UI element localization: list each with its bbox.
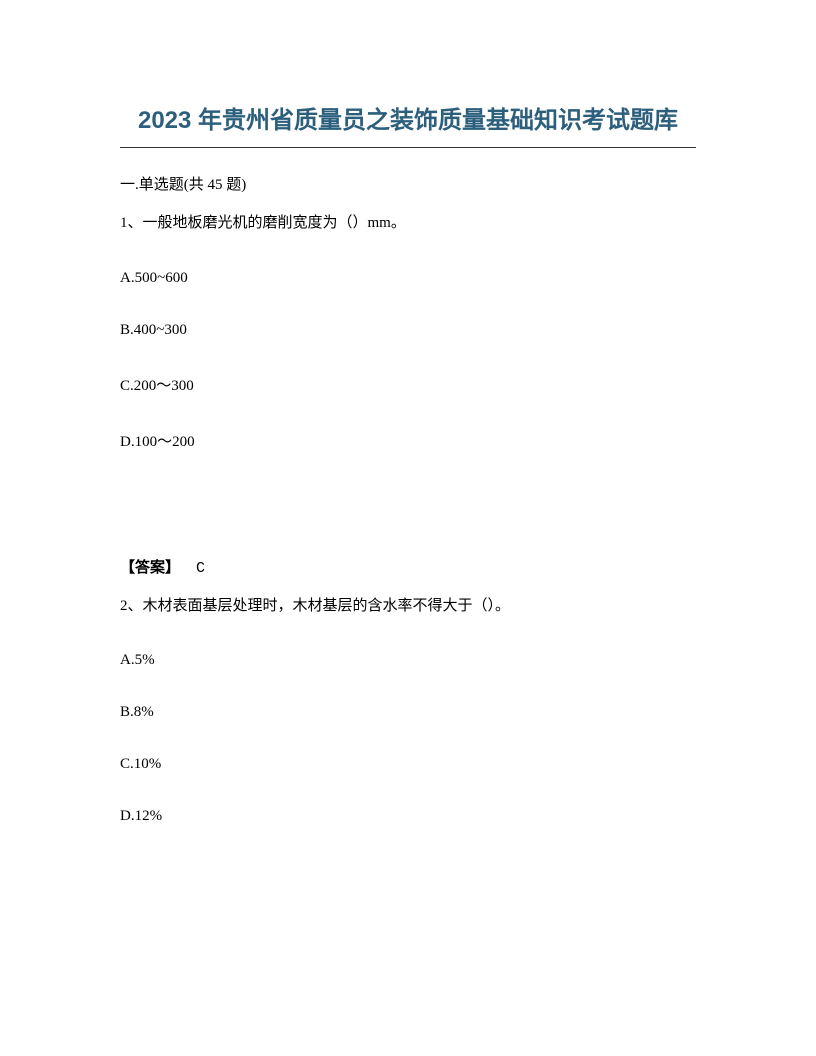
question-2-option-a: A.5% — [120, 652, 696, 669]
question-1-option-b: B.400~300 — [120, 322, 696, 339]
question-2-option-c: C.10% — [120, 756, 696, 773]
question-1: 1、一般地板磨光机的磨削宽度为（）mm。 A.500~600 B.400~300… — [120, 212, 696, 577]
question-2-text: 2、木材表面基层处理时，木材基层的含水率不得大于（）。 — [120, 595, 696, 618]
question-1-option-c: C.200～300 — [120, 374, 696, 395]
question-1-answer: 【答案】 C — [120, 556, 696, 577]
question-1-option-d: D.100～200 — [120, 430, 696, 451]
section-header: 一.单选题(共 45 题) — [120, 173, 696, 194]
question-1-option-a: A.500~600 — [120, 270, 696, 287]
answer-label: 【答案】 — [120, 560, 180, 576]
document-container: 2023 年贵州省质量员之装饰质量基础知识考试题库 一.单选题(共 45 题) … — [0, 0, 816, 825]
question-1-text: 1、一般地板磨光机的磨削宽度为（）mm。 — [120, 212, 696, 235]
answer-value: C — [196, 560, 205, 577]
question-2-option-d: D.12% — [120, 808, 696, 825]
document-title: 2023 年贵州省质量员之装饰质量基础知识考试题库 — [120, 100, 696, 148]
question-2-option-b: B.8% — [120, 704, 696, 721]
question-2: 2、木材表面基层处理时，木材基层的含水率不得大于（）。 A.5% B.8% C.… — [120, 595, 696, 826]
